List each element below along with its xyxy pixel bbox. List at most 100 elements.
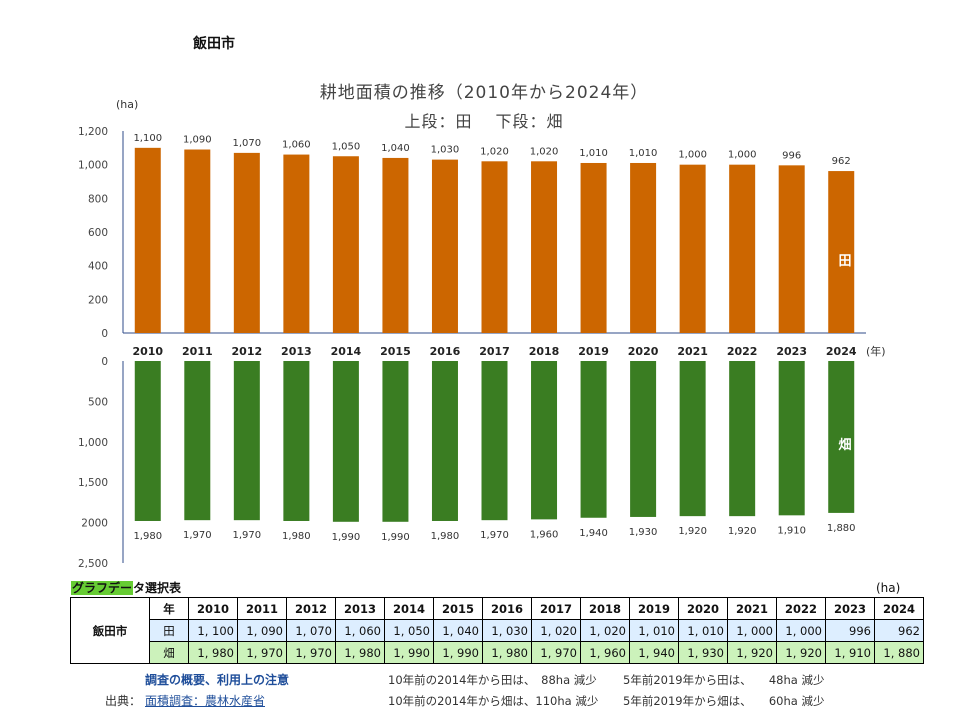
data-label-paddy: 1,060 bbox=[282, 140, 311, 151]
table-field-value: 1, 920 bbox=[776, 641, 826, 664]
bar-field-2016 bbox=[431, 361, 458, 521]
data-label-field: 1,980 bbox=[431, 531, 460, 542]
table-field-value: 1, 980 bbox=[188, 641, 238, 664]
data-label-field: 1,920 bbox=[678, 526, 707, 537]
data-table: 飯田市 年 2010 2011 2012 2013 2014 2015 2016 2017 20… bbox=[70, 597, 924, 664]
table-paddy-value: 1, 030 bbox=[482, 619, 532, 642]
y-tick-label-bottom: 500 bbox=[88, 396, 108, 408]
bar-field-2011 bbox=[184, 361, 211, 521]
source-link[interactable]: 面積調査：農林水産省 bbox=[145, 694, 266, 708]
bar-paddy-2010 bbox=[134, 147, 161, 333]
data-label-paddy: 1,040 bbox=[381, 143, 410, 154]
bar-paddy-2021 bbox=[679, 164, 706, 333]
table-year-2021: 2021 bbox=[727, 597, 777, 620]
table-year-2023: 2023 bbox=[825, 597, 875, 620]
data-label-field: 1,980 bbox=[282, 531, 311, 542]
table-year-2012: 2012 bbox=[286, 597, 336, 620]
table-paddy-value: 1, 000 bbox=[727, 619, 777, 642]
data-label-paddy: 1,010 bbox=[629, 148, 658, 159]
bar-paddy-2020 bbox=[630, 162, 657, 333]
y-tick-label-bottom: 1,000 bbox=[78, 437, 108, 449]
table-paddy-value: 1, 000 bbox=[776, 619, 826, 642]
source-label: 出典： bbox=[105, 694, 142, 708]
table-year-2022: 2022 bbox=[776, 597, 826, 620]
data-label-field: 1,970 bbox=[233, 530, 262, 541]
y-tick-label-top: 400 bbox=[88, 261, 108, 273]
table-paddy-value: 1, 010 bbox=[629, 619, 679, 642]
data-label-paddy: 1,100 bbox=[133, 133, 162, 144]
data-label-field: 1,970 bbox=[480, 530, 509, 541]
table-row-paddy: 田 1, 100 1, 090 1, 070 1, 060 1, 050 1, 040 1,… bbox=[71, 619, 924, 642]
table-caption-rest: タ選択表 bbox=[133, 581, 182, 595]
x-tick-label: 2018 bbox=[529, 345, 560, 358]
table-paddy-value: 1, 090 bbox=[237, 619, 287, 642]
y-tick-label-bottom: 0 bbox=[101, 356, 108, 368]
bar-field-2012 bbox=[233, 361, 260, 521]
survey-notes-link[interactable]: 調査の概要、利用上の注意 bbox=[145, 673, 290, 687]
x-tick-label: 2023 bbox=[776, 345, 807, 358]
series-label-field: 畑 bbox=[838, 438, 851, 453]
x-unit-label: (年) bbox=[866, 344, 886, 358]
table-caption: グラフデータ選択表 bbox=[71, 579, 181, 596]
data-label-paddy: 1,010 bbox=[579, 148, 608, 159]
table-year-2018: 2018 bbox=[580, 597, 630, 620]
x-tick-label: 2015 bbox=[380, 345, 411, 358]
table-year-2015: 2015 bbox=[433, 597, 483, 620]
x-tick-label: 2012 bbox=[232, 345, 263, 358]
table-caption-highlight: グラフデー bbox=[71, 581, 134, 595]
table-paddy-value: 1, 010 bbox=[678, 619, 728, 642]
table-paddy-value: 1, 040 bbox=[433, 619, 483, 642]
note-paddy-5y: 5年前2019年から田は、 48ha 減少 bbox=[623, 673, 825, 687]
bar-field-2014 bbox=[332, 361, 359, 522]
table-year-2011: 2011 bbox=[237, 597, 287, 620]
data-label-field: 1,970 bbox=[183, 530, 212, 541]
table-field-value: 1, 990 bbox=[384, 641, 434, 664]
table-paddy-value: 996 bbox=[825, 619, 875, 642]
data-label-field: 1,930 bbox=[629, 527, 658, 538]
x-tick-label: 2024 bbox=[826, 345, 857, 358]
y-tick-label-top: 0 bbox=[101, 328, 108, 340]
data-label-field: 1,990 bbox=[381, 532, 410, 543]
bar-paddy-2014 bbox=[332, 156, 359, 333]
bar-field-2010 bbox=[134, 361, 161, 521]
data-label-paddy: 1,090 bbox=[183, 135, 212, 146]
x-tick-label: 2021 bbox=[677, 345, 708, 358]
y-tick-label-top: 200 bbox=[88, 294, 108, 306]
table-year-2013: 2013 bbox=[335, 597, 385, 620]
data-label-paddy: 1,070 bbox=[233, 138, 262, 149]
y-tick-label-top: 1,200 bbox=[78, 126, 108, 138]
data-label-field: 1,920 bbox=[728, 526, 757, 537]
bar-paddy-2019 bbox=[580, 162, 607, 333]
table-header-row: 飯田市 年 2010 2011 2012 2013 2014 2015 2016 2017 20… bbox=[70, 597, 924, 664]
table-year-2010: 2010 bbox=[188, 597, 238, 620]
x-tick-label: 2016 bbox=[430, 345, 461, 358]
table-field-value: 1, 960 bbox=[580, 641, 630, 664]
x-tick-label: 2011 bbox=[182, 345, 213, 358]
table-field-value: 1, 980 bbox=[482, 641, 532, 664]
table-year-2020: 2020 bbox=[678, 597, 728, 620]
table-year-2014: 2014 bbox=[384, 597, 434, 620]
x-tick-label: 2013 bbox=[281, 345, 312, 358]
data-label-paddy: 1,030 bbox=[431, 145, 460, 156]
bar-field-2023 bbox=[778, 361, 805, 516]
table-paddy-value: 1, 060 bbox=[335, 619, 385, 642]
bar-field-2022 bbox=[729, 361, 756, 517]
table-field-value: 1, 970 bbox=[237, 641, 287, 664]
table-paddy-value: 1, 020 bbox=[580, 619, 630, 642]
table-field-label: 畑 bbox=[149, 641, 189, 664]
bar-paddy-2017 bbox=[481, 161, 508, 333]
x-tick-label: 2020 bbox=[628, 345, 659, 358]
table-city-cell: 飯田市 bbox=[70, 597, 150, 664]
table-field-value: 1, 920 bbox=[727, 641, 777, 664]
note-paddy-10y: 10年前の2014年から田は、 88ha 減少 bbox=[388, 673, 597, 687]
data-label-field: 1,880 bbox=[827, 523, 856, 534]
data-label-field: 1,940 bbox=[579, 528, 608, 539]
note-field-10y: 10年前の2014年から畑は、110ha 減少 bbox=[388, 694, 599, 708]
x-tick-label: 2019 bbox=[578, 345, 609, 358]
table-paddy-value: 1, 050 bbox=[384, 619, 434, 642]
x-tick-label: 2010 bbox=[132, 345, 163, 358]
data-label-paddy: 1,050 bbox=[332, 141, 361, 152]
table-year-2016: 2016 bbox=[482, 597, 532, 620]
table-field-value: 1, 880 bbox=[874, 641, 924, 664]
data-label-paddy: 1,020 bbox=[530, 146, 559, 157]
